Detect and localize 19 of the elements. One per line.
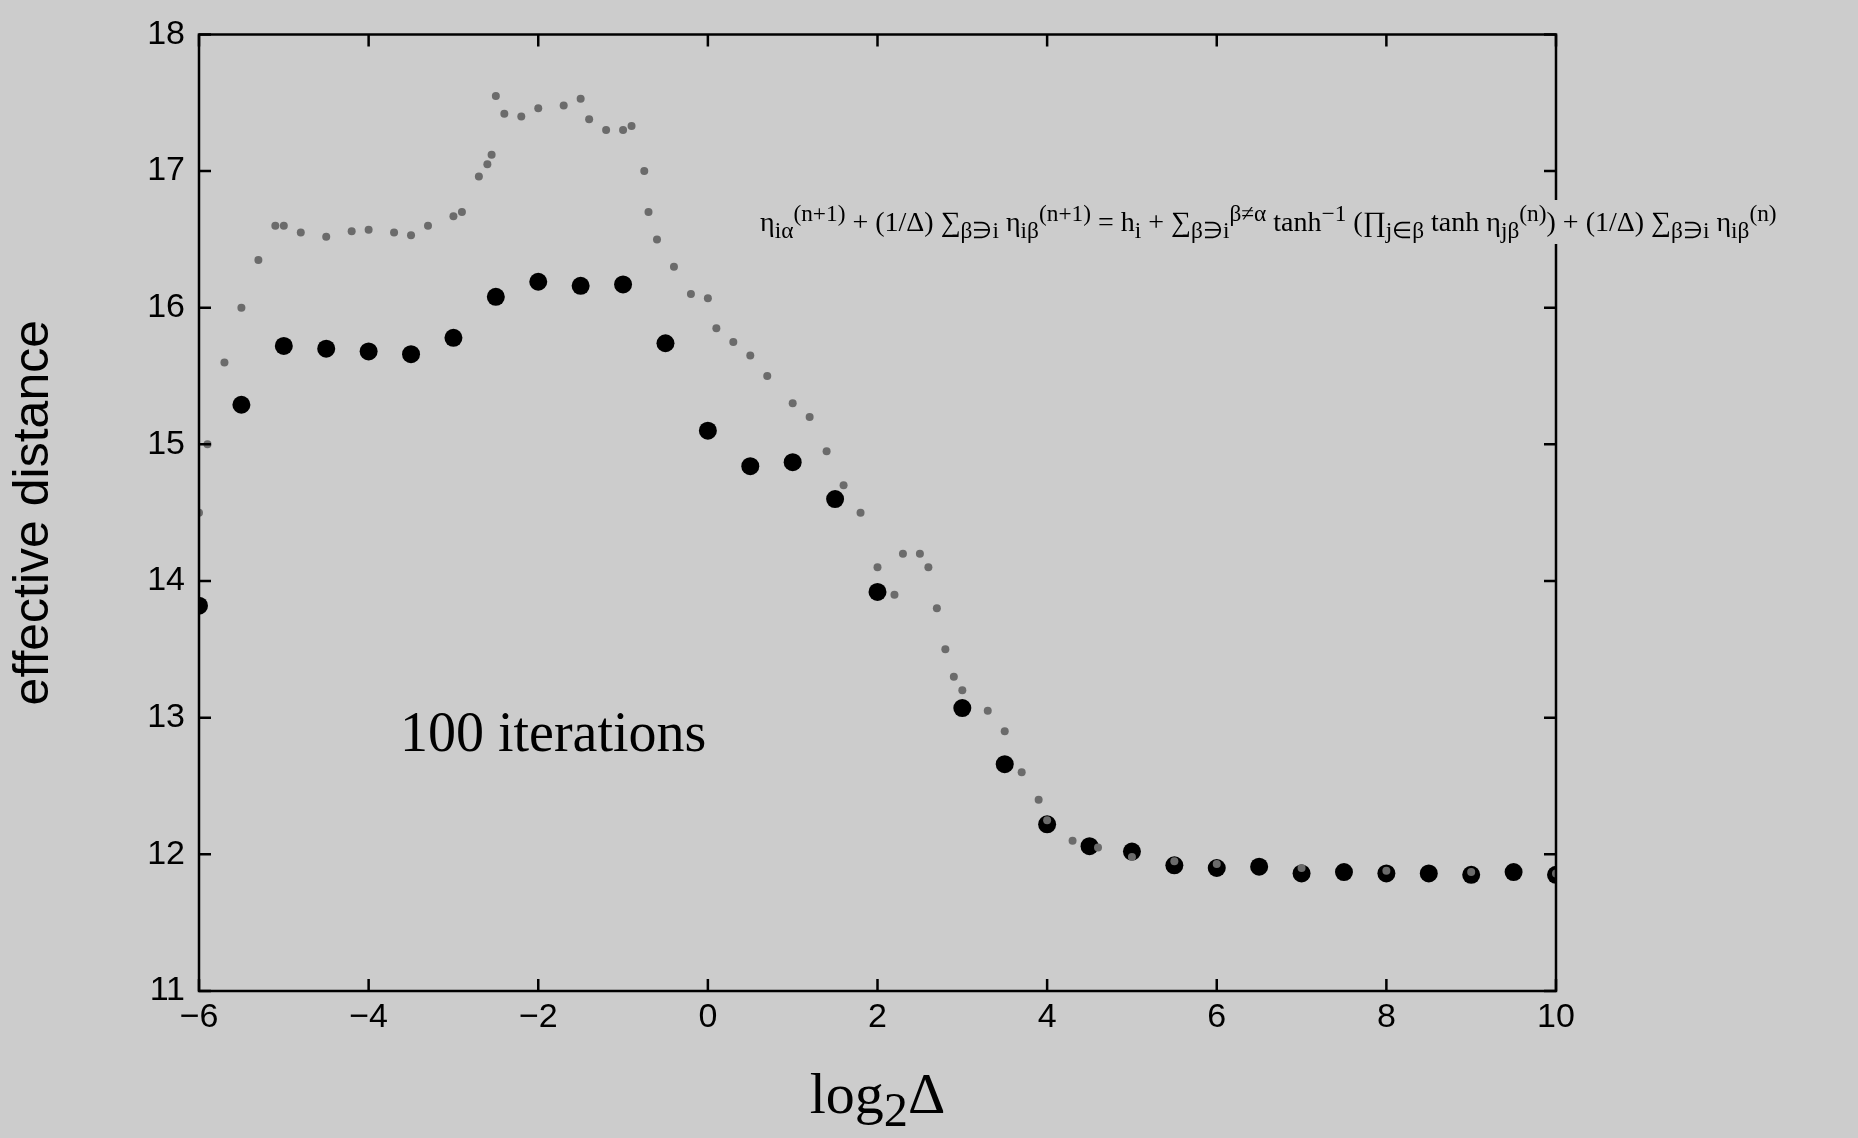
y-axis-title: effective distance bbox=[2, 319, 59, 706]
x-tick-label: −2 bbox=[518, 995, 558, 1034]
x-tick-label: 6 bbox=[1207, 995, 1227, 1034]
x-tick-label: 8 bbox=[1376, 995, 1396, 1034]
x-tick-label: 2 bbox=[868, 995, 887, 1034]
y-tick-label: 15 bbox=[147, 422, 185, 461]
x-tick-label: −4 bbox=[349, 995, 389, 1034]
x-tick-label: 0 bbox=[698, 995, 718, 1034]
x-axis-title: log$_{2}$Δ bbox=[808, 1060, 947, 1137]
y-tick-label: 13 bbox=[147, 696, 185, 735]
y-tick-label: 14 bbox=[147, 559, 185, 598]
x-tick-label: 4 bbox=[1037, 995, 1057, 1034]
y-tick-label: 12 bbox=[147, 832, 185, 871]
y-tick-label: 16 bbox=[147, 286, 185, 325]
y-tick-label: 17 bbox=[147, 149, 185, 188]
y-tick-label: 18 bbox=[147, 12, 185, 51]
y-tick-label: 11 bbox=[149, 969, 185, 1008]
x-tick-label: 10 bbox=[1537, 995, 1575, 1034]
annotation: 100 iterations bbox=[400, 700, 707, 764]
